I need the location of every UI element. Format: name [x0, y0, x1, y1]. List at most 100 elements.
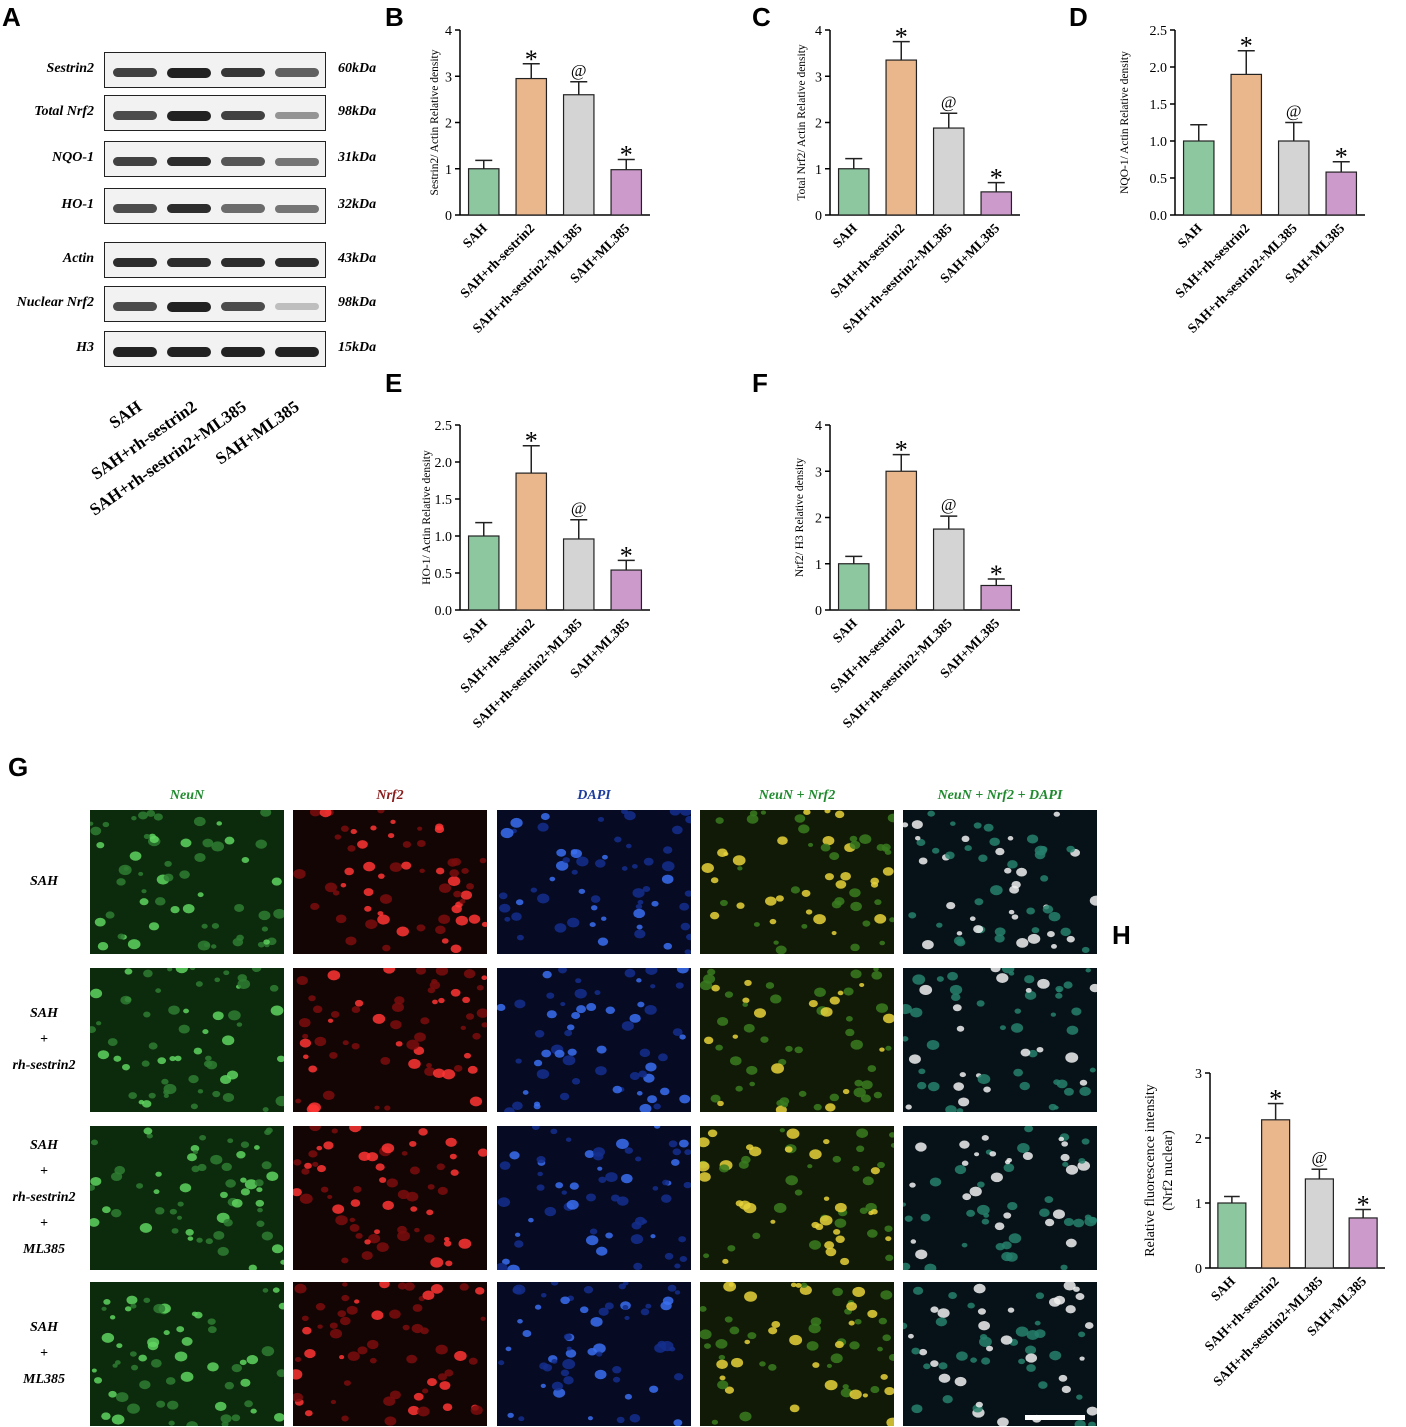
- cell-nucleus: [567, 917, 580, 928]
- bar: [515, 77, 548, 216]
- cell-nucleus: [465, 1013, 475, 1020]
- cell-nucleus: [1061, 1385, 1071, 1394]
- if-micrograph: [903, 968, 1097, 1112]
- cell-nucleus: [240, 1141, 250, 1149]
- cell-nucleus: [924, 1263, 937, 1270]
- cell-nucleus: [197, 1163, 207, 1172]
- y-tick-label: 4: [815, 419, 822, 434]
- cell-nucleus: [1063, 1282, 1076, 1291]
- cell-nucleus: [1058, 1136, 1065, 1142]
- cell-nucleus: [113, 1055, 122, 1062]
- cell-nucleus: [1066, 1025, 1079, 1035]
- if-micrograph: [293, 810, 487, 954]
- cell-nucleus: [294, 1356, 302, 1362]
- cell-nucleus: [447, 876, 461, 887]
- cell-nucleus: [825, 1247, 837, 1257]
- cell-nucleus: [315, 1303, 326, 1311]
- cell-nucleus: [377, 873, 385, 879]
- bar: [562, 538, 595, 611]
- cell-nucleus: [168, 1005, 180, 1015]
- cell-nucleus: [602, 854, 608, 860]
- cell-nucleus: [432, 999, 438, 1005]
- micrograph-background: [700, 810, 894, 954]
- cell-nucleus: [994, 1222, 1005, 1231]
- cell-nucleus: [168, 1420, 175, 1426]
- cell-nucleus: [142, 1100, 152, 1108]
- cell-nucleus: [986, 1345, 994, 1352]
- cell-nucleus: [977, 1181, 985, 1188]
- cell-nucleus: [404, 1282, 415, 1291]
- cell-nucleus: [823, 1138, 830, 1145]
- cell-nucleus: [476, 984, 484, 991]
- bar: [562, 94, 595, 216]
- cell-nucleus: [90, 1026, 97, 1034]
- cell-nucleus: [621, 1021, 634, 1031]
- cell-nucleus: [849, 1389, 862, 1400]
- cell-nucleus: [742, 997, 750, 1004]
- cell-nucleus: [414, 1032, 426, 1042]
- cell-nucleus: [304, 1162, 312, 1169]
- cell-nucleus: [674, 1263, 681, 1269]
- cell-nucleus: [717, 1380, 729, 1390]
- cell-nucleus: [468, 1357, 478, 1365]
- cell-nucleus: [139, 898, 149, 906]
- cell-nucleus: [674, 1373, 684, 1381]
- cell-nucleus: [438, 883, 452, 894]
- significance-at: @: [571, 499, 587, 518]
- cell-nucleus: [445, 1137, 457, 1147]
- cell-nucleus: [700, 1306, 707, 1312]
- if-column-header: Nrf2: [376, 788, 404, 803]
- cell-nucleus: [384, 1105, 391, 1111]
- cell-nucleus: [562, 1055, 576, 1066]
- cell-nucleus: [504, 1107, 515, 1112]
- cell-nucleus: [947, 971, 958, 981]
- cell-nucleus: [822, 835, 835, 846]
- cell-nucleus: [561, 1190, 567, 1195]
- cell-nucleus: [1024, 1126, 1034, 1133]
- cell-nucleus: [794, 814, 806, 823]
- cell-nucleus: [878, 1317, 887, 1325]
- cell-nucleus: [139, 1223, 153, 1233]
- cell-nucleus: [138, 811, 148, 820]
- cell-nucleus: [731, 1357, 744, 1368]
- cell-nucleus: [176, 1326, 185, 1333]
- if-micrograph: [700, 810, 894, 954]
- cell-nucleus: [876, 844, 886, 851]
- cell-nucleus: [261, 926, 269, 932]
- cell-nucleus: [441, 938, 449, 944]
- cell-nucleus: [873, 1091, 882, 1099]
- cell-nucleus: [724, 991, 734, 998]
- cell-nucleus: [976, 1204, 990, 1216]
- cell-nucleus: [710, 877, 719, 884]
- cell-nucleus: [327, 1018, 334, 1023]
- cell-nucleus: [534, 1029, 545, 1038]
- cell-nucleus: [996, 973, 1009, 983]
- cell-nucleus: [408, 1058, 421, 1069]
- cell-nucleus: [257, 941, 265, 948]
- cell-nucleus: [877, 1161, 885, 1169]
- cell-nucleus: [554, 1049, 565, 1058]
- cell-nucleus: [862, 1176, 874, 1186]
- cell-nucleus: [969, 1186, 982, 1197]
- bar: [980, 191, 1013, 216]
- cell-nucleus: [1073, 1286, 1080, 1292]
- cell-nucleus: [468, 914, 481, 924]
- cell-nucleus: [273, 908, 284, 919]
- cell-nucleus: [97, 942, 109, 951]
- cell-nucleus: [351, 1006, 361, 1014]
- cell-nucleus: [1062, 1161, 1069, 1167]
- cell-nucleus: [784, 1146, 793, 1153]
- cell-nucleus: [514, 999, 526, 1009]
- cell-nucleus: [459, 899, 466, 904]
- if-micrograph: [497, 1282, 691, 1426]
- cell-nucleus: [1034, 1320, 1041, 1326]
- y-tick-label: 2.5: [1150, 24, 1168, 39]
- cell-nucleus: [1051, 944, 1057, 949]
- cell-nucleus: [248, 1264, 258, 1270]
- bar: [980, 584, 1013, 611]
- cell-nucleus: [1028, 1049, 1038, 1058]
- cell-nucleus: [155, 1207, 165, 1215]
- x-category-label: SAH: [460, 220, 491, 251]
- cell-nucleus: [101, 1306, 107, 1311]
- cell-nucleus: [542, 970, 552, 979]
